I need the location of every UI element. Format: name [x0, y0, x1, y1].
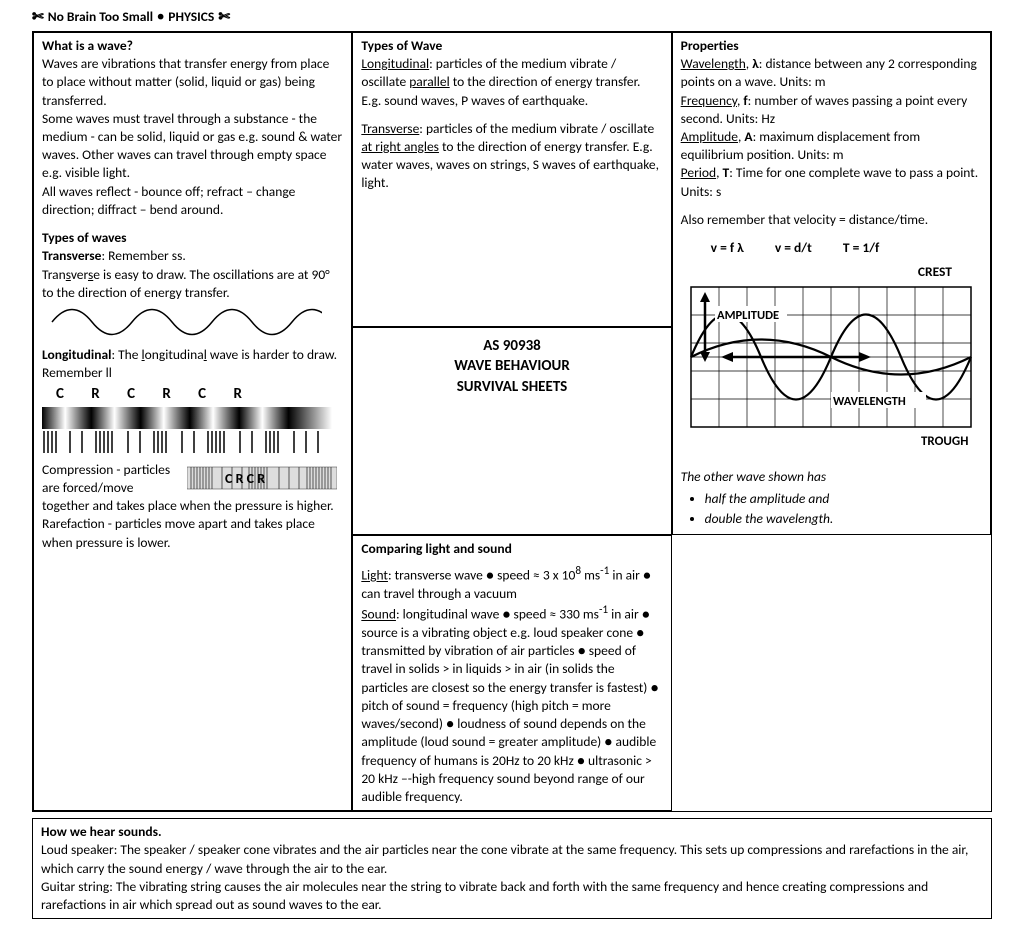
cell-how-hear: How we hear sounds. Loud speaker: The sp…	[32, 818, 992, 919]
text: ms	[581, 567, 600, 584]
trough-label: TROUGH	[921, 434, 968, 449]
text: Light	[361, 567, 388, 584]
brand-text: No Brain Too Small	[48, 8, 153, 26]
wavelength-label: WAVELENGTH	[833, 394, 906, 409]
text: Longitudinal	[42, 346, 111, 363]
text: Also remember that velocity = distance/t…	[681, 211, 928, 228]
formulas: v = f λ v = d/t T = 1/f	[711, 239, 982, 257]
cell-types-of-wave: Types of Wave Longitudinal : particles of…	[352, 32, 671, 327]
dot-icon: ●	[157, 9, 164, 25]
wave-diagram: AMPLITUDE WAVELENGTH TROUGH	[681, 282, 981, 462]
heading: How we hear sounds.	[41, 823, 162, 840]
text: Wavelength	[681, 55, 746, 72]
spring-diagram: C R C R	[187, 461, 337, 495]
text: A	[744, 128, 752, 145]
text: -1	[600, 564, 609, 578]
longitudinal-gradient-icon	[42, 407, 332, 429]
bullet-list: half the amplitude and double the wavele…	[705, 490, 982, 528]
eq: v = d/t	[775, 239, 812, 256]
compression-text-block: C R C R Compression - particles are forc…	[42, 461, 343, 552]
subject-text: PHYSICS	[168, 8, 214, 26]
text: : transverse wave ● speed ≈ 3 x 10	[388, 567, 575, 584]
scissors-icon: ✄	[32, 8, 44, 27]
text: -1	[599, 603, 608, 617]
cell-what-is-wave: What is a wave? Waves are vibrations tha…	[33, 32, 352, 811]
text: : longitudinal wave ● speed ≈ 330 ms	[396, 606, 599, 623]
text: Longitudinal	[361, 55, 429, 72]
title-line: AS 90938	[361, 336, 662, 356]
heading: Comparing light and sound	[361, 540, 512, 557]
longitudinal-lines-icon	[42, 429, 332, 455]
text: at right angles	[361, 138, 439, 155]
amplitude-label: AMPLITUDE	[717, 308, 779, 323]
text: : Remember ss.	[101, 247, 185, 264]
bullet: half the amplitude and	[705, 490, 982, 508]
text: All waves reflect - bounce off; refract …	[42, 183, 295, 218]
title-line: WAVE BEHAVIOUR	[361, 356, 662, 376]
page-header: ✄ No Brain Too Small ● PHYSICS ✄	[32, 8, 992, 27]
title-line: SURVIVAL SHEETS	[361, 377, 662, 397]
bullet: double the wavelength.	[705, 510, 982, 528]
text: ongitudina	[145, 346, 204, 363]
text: : The	[111, 346, 141, 363]
main-grid: What is a wave? Waves are vibrations tha…	[32, 31, 992, 812]
text: λ	[752, 55, 759, 72]
crest-label: CREST	[681, 263, 952, 281]
heading-what-is-wave: What is a wave?	[42, 37, 133, 54]
note: The other wave shown has	[681, 468, 982, 486]
spring-labels: C R C R	[225, 470, 265, 487]
eq: v = f λ	[711, 239, 744, 256]
eq: T = 1/f	[843, 239, 879, 256]
text: Waves are vibrations that transfer energ…	[42, 55, 329, 108]
text: Transverse	[42, 247, 101, 264]
text: Frequency	[681, 92, 737, 109]
text: Transverse	[361, 120, 419, 137]
heading-types: Types of waves	[42, 229, 127, 246]
text: in air ● source is a vibrating object e.…	[361, 606, 658, 805]
heading: Properties	[681, 37, 739, 54]
text: ver	[71, 266, 88, 283]
transverse-wave-icon	[42, 302, 322, 342]
text: Some waves must travel through a substan…	[42, 110, 342, 182]
text: Amplitude	[681, 128, 738, 145]
text: : particles of the medium vibrate / osci…	[419, 120, 654, 137]
cell-properties: Properties Wavelength, λ: distance betwe…	[672, 32, 991, 535]
text: Loud speaker: The speaker / speaker cone…	[41, 841, 968, 876]
cell-comparing: Comparing light and sound Light: transve…	[352, 535, 671, 811]
cell-title: AS 90938 WAVE BEHAVIOUR SURVIVAL SHEETS	[352, 327, 671, 535]
cr-labels: C R C R C R	[56, 384, 343, 404]
text: parallel	[409, 73, 449, 90]
heading: Types of Wave	[361, 37, 442, 54]
text: Sound	[361, 606, 396, 623]
text: Guitar string: The vibrating string caus…	[41, 878, 928, 913]
scissors-icon: ✄	[218, 8, 230, 27]
text: Period	[681, 164, 716, 181]
text: Tran	[42, 266, 66, 283]
